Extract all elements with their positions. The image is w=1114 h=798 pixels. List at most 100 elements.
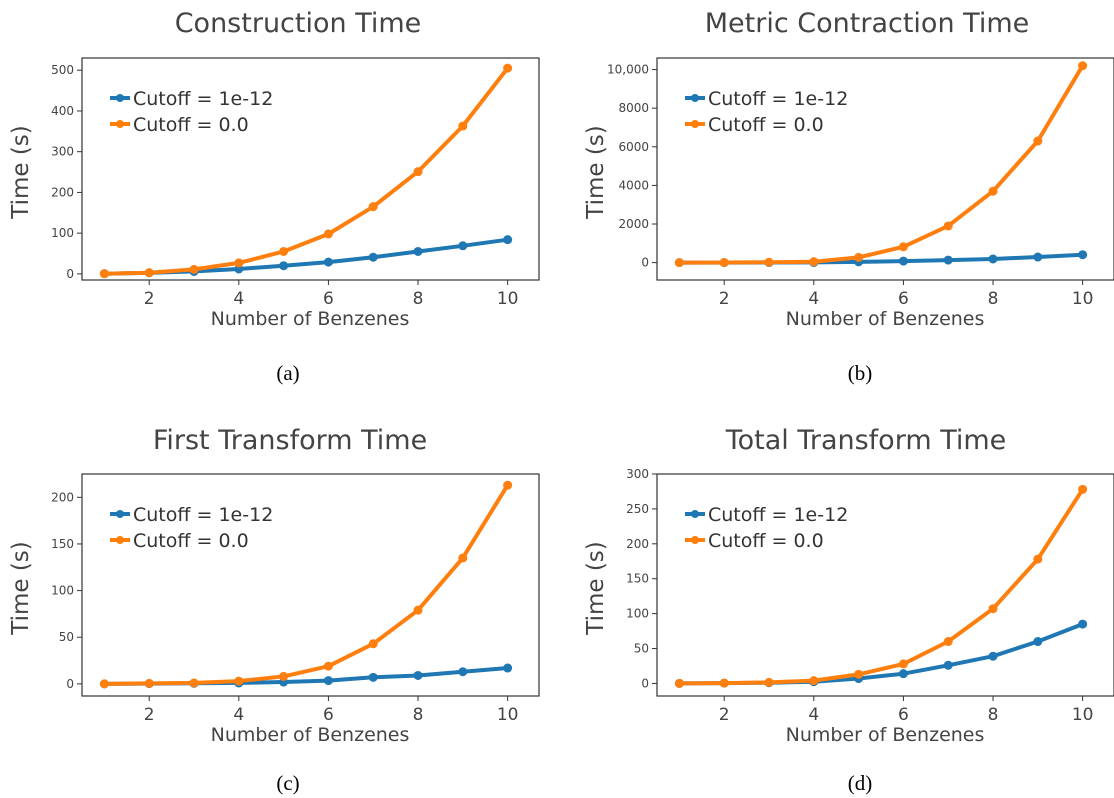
y-ticks: 0 2000 4000 6000 8000 10,000: [607, 63, 657, 270]
data-point: [898, 669, 908, 679]
series-line-1: [677, 622, 1085, 686]
data-point: [988, 604, 998, 614]
chart-title: Total Transform Time: [725, 425, 1007, 456]
y-axis-label: Time (s): [8, 125, 34, 220]
x-tick-label: 8: [988, 289, 999, 309]
data-point: [189, 678, 199, 688]
x-tick-label: 8: [413, 289, 424, 309]
legend-marker: [116, 120, 124, 128]
data-point: [1033, 252, 1043, 262]
data-point: [368, 672, 378, 682]
legend: Cutoff = 1e-12 Cutoff = 0.0: [110, 88, 273, 136]
x-axis-label: Number of Benzenes: [786, 724, 985, 746]
legend: Cutoff = 1e-12 Cutoff = 0.0: [110, 504, 273, 552]
chart-title: First Transform Time: [153, 425, 427, 456]
series-layer: [674, 61, 1088, 268]
chart-panel-d: Total Transform Time Time (s) Number of …: [583, 425, 1114, 795]
data-point: [279, 261, 289, 271]
y-tick-label: 8000: [618, 101, 649, 115]
data-point: [898, 256, 908, 266]
x-tick-label: 8: [988, 705, 999, 725]
legend-label: Cutoff = 1e-12: [133, 504, 273, 526]
y-tick-label: 0: [66, 677, 74, 691]
chart-panel-a: Construction Time Time (s) Number of Ben…: [8, 8, 540, 385]
x-tick-label: 2: [719, 705, 730, 725]
data-point: [368, 252, 378, 262]
data-point: [368, 202, 378, 212]
data-point: [144, 678, 154, 688]
x-ticks: 2 4 6 8 10: [719, 696, 1093, 725]
legend-marker: [691, 536, 699, 544]
data-point: [189, 264, 199, 274]
data-point: [854, 252, 864, 262]
data-point: [1078, 484, 1088, 494]
data-point: [413, 246, 423, 256]
y-tick-label: 200: [51, 490, 74, 504]
x-tick-label: 10: [1072, 289, 1094, 309]
x-ticks: 2 4 6 8 10: [719, 280, 1094, 309]
data-point: [503, 480, 513, 490]
data-point: [458, 121, 468, 131]
data-point: [323, 229, 333, 239]
panel-caption: (d): [848, 771, 873, 795]
data-point: [898, 242, 908, 252]
legend-label: Cutoff = 1e-12: [708, 504, 848, 526]
data-point: [323, 661, 333, 671]
panel-caption: (b): [848, 361, 873, 385]
plot-frame: [656, 473, 1114, 697]
y-tick-label: 50: [59, 630, 74, 644]
data-point: [943, 660, 953, 670]
legend-label: Cutoff = 1e-12: [133, 88, 273, 110]
data-point: [943, 221, 953, 231]
data-point: [809, 257, 819, 267]
plot-frame: [81, 57, 540, 281]
legend-marker: [691, 510, 699, 518]
y-tick-label: 150: [51, 537, 74, 551]
x-tick-label: 4: [233, 289, 244, 309]
chart-panel-c: First Transform Time Time (s) Number of …: [8, 425, 540, 795]
legend-marker: [691, 94, 699, 102]
y-tick-label: 150: [626, 572, 649, 586]
data-point: [413, 605, 423, 615]
series-line-2: [677, 63, 1085, 265]
x-tick-label: 6: [898, 705, 909, 725]
x-tick-label: 4: [808, 705, 819, 725]
x-tick-label: 8: [413, 705, 424, 725]
series-layer: [674, 484, 1088, 688]
x-tick-label: 6: [898, 289, 909, 309]
data-point: [323, 676, 333, 686]
y-tick-label: 2000: [618, 217, 649, 231]
data-point: [368, 639, 378, 649]
x-tick-label: 2: [719, 289, 730, 309]
y-tick-label: 100: [51, 226, 74, 240]
x-ticks: 2 4 6 8 10: [144, 280, 518, 309]
data-point: [943, 637, 953, 647]
x-axis-label: Number of Benzenes: [211, 724, 410, 746]
data-point: [503, 663, 513, 673]
y-ticks: 0 50 100 150 200 250 300: [626, 467, 657, 690]
x-tick-label: 6: [323, 705, 334, 725]
data-point: [1078, 619, 1088, 629]
y-tick-label: 200: [626, 537, 649, 551]
series-line-2: [102, 66, 510, 276]
data-point: [988, 254, 998, 264]
chart-title: Construction Time: [175, 8, 422, 39]
x-tick-label: 4: [233, 705, 244, 725]
chart-panel-b: Metric Contraction Time Time (s) Number …: [583, 8, 1114, 385]
data-point: [279, 671, 289, 681]
legend-label: Cutoff = 0.0: [133, 530, 249, 552]
data-point: [458, 667, 468, 677]
data-point: [458, 553, 468, 563]
data-point: [413, 670, 423, 680]
data-point: [458, 241, 468, 251]
legend-label: Cutoff = 1e-12: [708, 88, 848, 110]
series-layer: [99, 480, 513, 689]
legend: Cutoff = 1e-12 Cutoff = 0.0: [685, 88, 848, 136]
y-axis-label: Time (s): [583, 125, 609, 220]
data-point: [234, 676, 244, 686]
plot-frame: [656, 57, 1114, 281]
x-tick-label: 2: [144, 289, 155, 309]
data-point: [1078, 61, 1088, 71]
y-tick-label: 300: [626, 467, 649, 481]
y-ticks: 0 100 200 300 400 500: [51, 63, 82, 281]
